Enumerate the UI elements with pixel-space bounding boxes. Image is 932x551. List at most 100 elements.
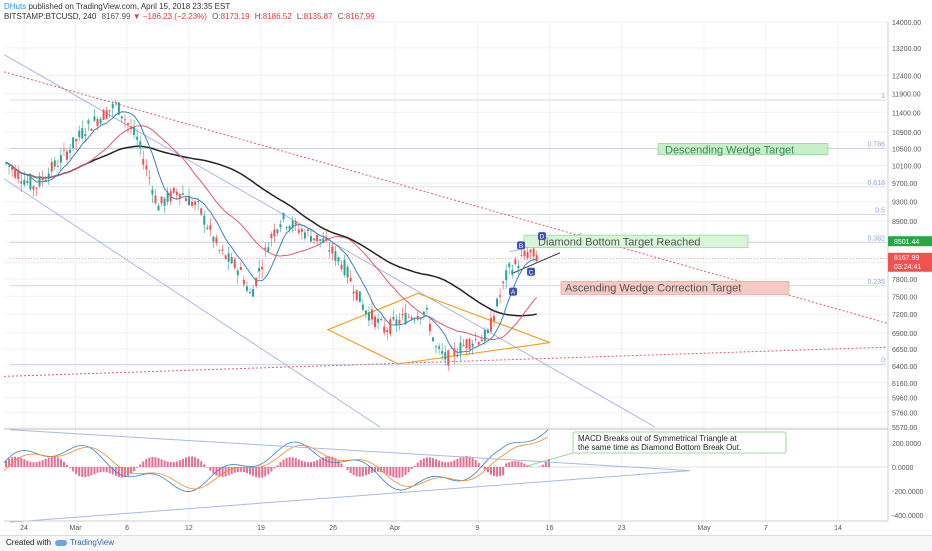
- candle-body: [100, 119, 102, 124]
- candle-body: [313, 238, 315, 240]
- macd-histogram-bar: [307, 462, 309, 467]
- candle-body: [51, 162, 53, 172]
- macd-histogram-bar: [170, 462, 172, 467]
- candle-body: [319, 239, 321, 241]
- candle-body: [496, 299, 498, 307]
- macd-histogram-bar: [100, 467, 102, 472]
- candle-body: [139, 141, 141, 148]
- candle-body: [228, 253, 230, 261]
- candle-body: [423, 312, 425, 315]
- candle-body: [298, 230, 300, 233]
- candle-body: [164, 199, 166, 206]
- macd-triangle-lower: [10, 471, 690, 523]
- candle-body: [72, 137, 74, 148]
- candle-body: [17, 171, 19, 179]
- candle-body: [5, 162, 7, 163]
- high-price-tag-label: 8501.44: [894, 239, 919, 246]
- candle-body: [136, 137, 138, 140]
- candle-body: [453, 348, 455, 356]
- macd-histogram-bar: [493, 467, 495, 476]
- macd-histogram-bar: [392, 467, 394, 477]
- macd-histogram-bar: [90, 467, 92, 475]
- macd-histogram-bar: [270, 467, 272, 472]
- macd-histogram-bar: [188, 457, 190, 467]
- candle-body: [36, 188, 38, 189]
- y-tick-label: 6650.00: [892, 347, 917, 354]
- x-tick-label: 16: [546, 525, 554, 532]
- candle-body: [475, 339, 477, 340]
- macd-histogram-bar: [246, 467, 248, 473]
- candle-body: [148, 178, 150, 179]
- candle-body: [209, 225, 211, 230]
- macd-histogram-bar: [359, 467, 361, 477]
- macd-histogram-bar: [93, 467, 95, 474]
- macd-histogram-bar: [45, 459, 47, 467]
- candle-body: [48, 173, 50, 179]
- macd-callout-text-line1: MACD Breaks out of Symmetrical Triangle …: [578, 434, 737, 443]
- candle-body: [392, 317, 394, 319]
- macd-histogram-bar: [20, 458, 22, 467]
- macd-histogram-bar: [319, 459, 321, 467]
- macd-histogram-bar: [398, 467, 400, 478]
- candle-body: [408, 317, 410, 318]
- candle-body: [39, 176, 41, 186]
- candle-body: [347, 267, 349, 278]
- macd-histogram-bar: [26, 461, 28, 467]
- y-tick-label: 8900.00: [892, 219, 917, 226]
- macd-callout-text-line2: the same time as Diamond Bottom Break Ou…: [578, 443, 741, 452]
- candle-body: [380, 319, 382, 320]
- x-tick-label: 19: [257, 525, 265, 532]
- candle-body: [158, 206, 160, 211]
- y-tick-label: 7500.00: [892, 294, 917, 301]
- candle-body: [481, 340, 483, 342]
- macd-histogram-bar: [103, 467, 105, 472]
- candle-body: [255, 278, 257, 286]
- candles: [5, 100, 538, 371]
- macd-histogram-bar: [502, 467, 504, 475]
- macd-histogram-bar: [447, 462, 449, 467]
- macd-histogram-bar: [87, 467, 89, 477]
- candle-body: [252, 289, 254, 297]
- candle-body: [374, 316, 376, 327]
- macd-histogram-bar: [444, 462, 446, 467]
- candle-body: [81, 128, 83, 138]
- candle-body: [203, 216, 205, 225]
- macd-histogram-bar: [11, 457, 13, 467]
- candle-body: [292, 220, 294, 228]
- macd-histogram-bar: [185, 457, 187, 467]
- candle-body: [264, 248, 266, 249]
- candle-body: [258, 268, 260, 272]
- macd-histogram-bar: [240, 467, 242, 472]
- macd-histogram-bar: [469, 456, 471, 467]
- macd-histogram-bar: [32, 462, 34, 467]
- macd-histogram-bar: [124, 467, 126, 477]
- macd-histogram-bar: [84, 467, 86, 477]
- candle-body: [270, 234, 272, 238]
- macd-histogram-bar: [426, 457, 428, 467]
- fib-level-label: 0.382: [867, 235, 885, 242]
- candle-body: [334, 251, 336, 261]
- candle-body: [411, 318, 413, 320]
- tradingview-brand[interactable]: TradingView: [70, 538, 114, 547]
- y-tick-label: 6160.00: [892, 381, 917, 388]
- candle-body: [466, 339, 468, 348]
- macd-histogram-bar: [362, 467, 364, 476]
- macd-histogram-bar: [429, 457, 431, 467]
- macd-histogram-bar: [203, 464, 205, 467]
- candle-body: [417, 316, 419, 320]
- macd-histogram-bar: [243, 467, 245, 472]
- candle-body: [307, 230, 309, 231]
- macd-histogram-bar: [539, 466, 541, 467]
- candle-body: [444, 352, 446, 359]
- candle-body: [93, 116, 95, 120]
- macd-histogram-bar: [106, 467, 108, 472]
- candle-body: [310, 236, 312, 241]
- candle-body: [331, 247, 333, 254]
- macd-histogram-bar: [524, 464, 526, 467]
- macd-histogram-bar: [453, 460, 455, 467]
- candle-body: [527, 252, 529, 258]
- y-tick-label: 11400.00: [892, 110, 921, 117]
- candle-body: [456, 355, 458, 357]
